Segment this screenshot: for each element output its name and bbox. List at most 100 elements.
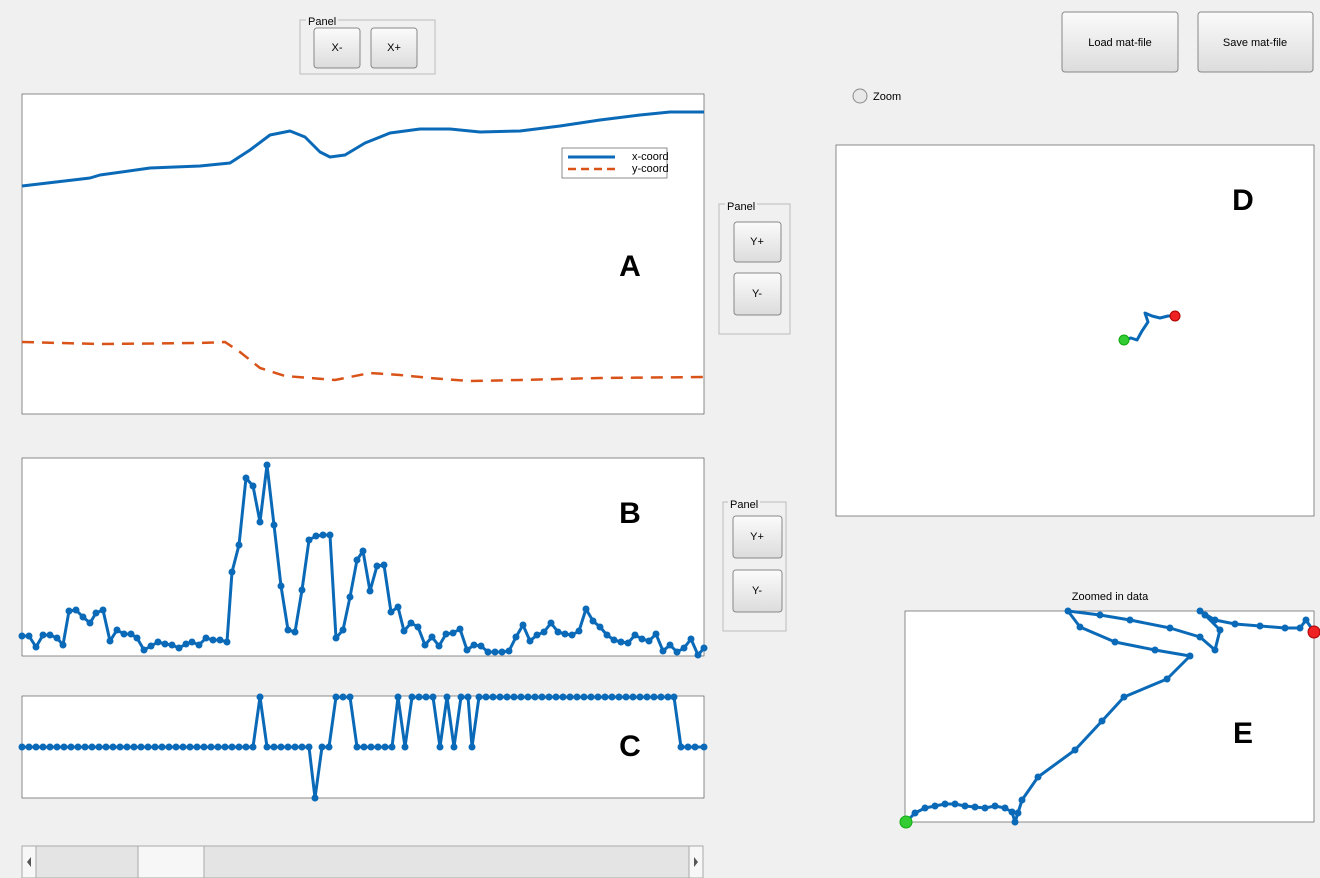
scroll-track[interactable] xyxy=(35,845,139,878)
marker xyxy=(305,743,313,751)
marker xyxy=(394,693,402,701)
marker xyxy=(318,743,326,751)
marker xyxy=(664,693,672,701)
marker xyxy=(610,636,618,644)
marker xyxy=(256,518,264,526)
scroll-left-arrow[interactable] xyxy=(27,857,31,867)
marker xyxy=(161,640,169,648)
button-label[interactable]: Y- xyxy=(752,288,762,300)
button[interactable] xyxy=(733,272,782,316)
marker xyxy=(144,743,152,751)
marker xyxy=(941,800,949,808)
marker xyxy=(65,607,73,615)
marker xyxy=(538,693,546,701)
marker xyxy=(931,802,939,810)
marker xyxy=(1281,624,1289,632)
marker xyxy=(1071,746,1079,754)
marker xyxy=(496,693,504,701)
button[interactable] xyxy=(370,27,418,69)
marker xyxy=(92,609,100,617)
button-label[interactable]: X- xyxy=(332,42,343,54)
marker xyxy=(228,743,236,751)
marker xyxy=(670,693,678,701)
marker xyxy=(443,693,451,701)
marker xyxy=(388,743,396,751)
marker xyxy=(140,646,148,654)
marker xyxy=(545,693,553,701)
marker xyxy=(175,644,183,652)
marker xyxy=(401,743,409,751)
marker xyxy=(123,743,131,751)
marker xyxy=(587,693,595,701)
marker xyxy=(659,647,667,655)
marker xyxy=(1231,620,1239,628)
button[interactable] xyxy=(732,569,783,613)
marker xyxy=(589,617,597,625)
marker xyxy=(477,642,485,650)
button-label[interactable]: Y+ xyxy=(750,236,764,248)
marker xyxy=(566,693,574,701)
marker xyxy=(1034,773,1042,781)
marker xyxy=(449,629,457,637)
marker xyxy=(428,633,436,641)
x-coord-line xyxy=(21,110,704,188)
marker xyxy=(60,743,68,751)
panel-label-bg xyxy=(728,498,760,510)
marker xyxy=(429,693,437,701)
marker xyxy=(684,743,692,751)
button[interactable] xyxy=(1197,11,1314,73)
marker xyxy=(228,568,236,576)
marker xyxy=(559,693,567,701)
button-label[interactable]: Load mat-file xyxy=(1088,37,1152,49)
marker xyxy=(415,693,423,701)
button-label[interactable]: Y+ xyxy=(750,531,764,543)
plot-e-area xyxy=(904,610,1315,823)
marker xyxy=(374,743,382,751)
marker xyxy=(67,743,75,751)
radio-button[interactable] xyxy=(852,88,868,104)
marker xyxy=(109,743,117,751)
scroll-track[interactable] xyxy=(203,845,690,878)
end-point xyxy=(1307,625,1320,639)
marker xyxy=(540,628,548,636)
marker xyxy=(25,632,33,640)
marker xyxy=(436,743,444,751)
button-label[interactable]: Save mat-file xyxy=(1223,37,1287,49)
marker xyxy=(223,638,231,646)
marker xyxy=(601,693,609,701)
button-label[interactable]: X+ xyxy=(387,42,401,54)
marker xyxy=(137,743,145,751)
radio-label[interactable]: Zoom xyxy=(873,91,901,103)
marker xyxy=(74,743,82,751)
marker xyxy=(214,743,222,751)
marker-group xyxy=(18,693,708,802)
marker xyxy=(489,693,497,701)
marker xyxy=(182,640,190,648)
marker xyxy=(1014,809,1022,817)
marker xyxy=(332,634,340,642)
scroll-right-arrow[interactable] xyxy=(694,857,698,867)
marker xyxy=(130,743,138,751)
marker xyxy=(673,648,681,656)
marker xyxy=(221,743,229,751)
button[interactable] xyxy=(313,27,361,69)
marker xyxy=(691,743,699,751)
marker xyxy=(394,603,402,611)
button[interactable] xyxy=(1061,11,1179,73)
marker xyxy=(127,630,135,638)
marker xyxy=(298,743,306,751)
marker xyxy=(687,635,695,643)
marker xyxy=(608,693,616,701)
marker xyxy=(79,613,87,621)
marker xyxy=(207,743,215,751)
button-label[interactable]: Y- xyxy=(752,585,762,597)
marker xyxy=(373,562,381,570)
marker xyxy=(165,743,173,751)
marker xyxy=(319,531,327,539)
marker xyxy=(202,634,210,642)
marker xyxy=(158,743,166,751)
marker xyxy=(381,743,389,751)
marker xyxy=(359,547,367,555)
button[interactable] xyxy=(733,221,782,263)
button[interactable] xyxy=(732,515,783,559)
